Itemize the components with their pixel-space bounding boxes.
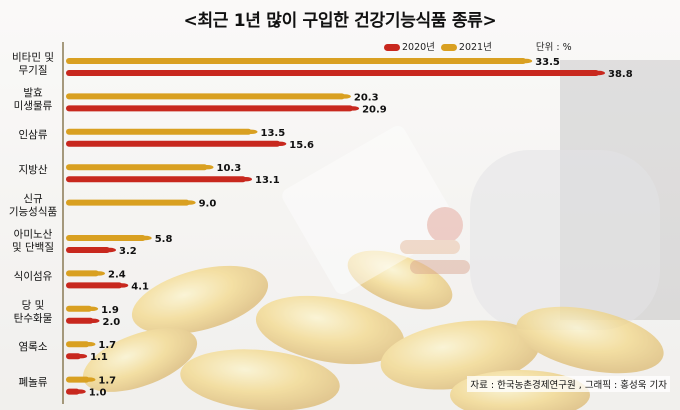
bar-2021 — [66, 376, 90, 383]
value-label-2020: 20.9 — [362, 104, 387, 115]
bar-tip-2020 — [593, 70, 605, 76]
bar-tip-2021 — [139, 235, 152, 241]
bar-tip-2020 — [73, 389, 86, 394]
bar-2021 — [66, 93, 345, 100]
bar-tip-2020 — [104, 247, 116, 253]
bar-tip-2020 — [116, 283, 129, 288]
bar-2020 — [66, 282, 123, 289]
category-label: 신규 기능성식품 — [9, 193, 58, 218]
category-label-line: 당 및 — [22, 299, 45, 311]
value-label-2020: 38.8 — [608, 69, 633, 80]
value-label-2021: 1.7 — [98, 376, 116, 387]
bar-tip-2020 — [240, 177, 252, 182]
value-label-2020: 1.0 — [89, 388, 107, 399]
legend-swatch-2021 — [440, 44, 457, 51]
value-label-2020: 15.6 — [289, 140, 314, 151]
category-label-line: 무기질 — [19, 65, 48, 77]
bar-2021 — [66, 128, 252, 135]
category-label-line: 폐놀류 — [19, 377, 48, 389]
value-label-2020: 1.1 — [90, 352, 108, 363]
category-label-line: 미생물류 — [14, 100, 53, 112]
value-label-2021: 1.9 — [101, 305, 119, 316]
bar-2021 — [66, 58, 527, 64]
bar-2021 — [66, 341, 90, 348]
category-label-line: 발효 — [23, 87, 43, 99]
source-credit: 자료 : 한국농촌경제연구원 , 그래픽 : 홍성욱 기자 — [467, 376, 670, 392]
bar-tip-2021 — [520, 58, 533, 64]
category-label-line: 아미노산 — [14, 229, 53, 241]
unit-label: 단위 : % — [535, 42, 572, 53]
bar-tip-2021 — [83, 342, 96, 347]
value-label-2020: 3.2 — [119, 246, 137, 257]
bar-tip-2020 — [347, 106, 360, 111]
category-label-line: 기능성식품 — [9, 206, 58, 218]
bar-2020 — [66, 317, 94, 324]
category-label: 폐놀류 — [19, 377, 48, 389]
bars — [66, 58, 605, 395]
bar-tip-2021 — [245, 129, 258, 134]
category-label: 식이섬유 — [14, 270, 53, 282]
bar-tip-2021 — [201, 165, 214, 170]
value-label-2021: 1.7 — [98, 340, 116, 351]
value-label-2021: 2.4 — [108, 269, 126, 280]
category-label-line: 비타민 및 — [12, 52, 54, 64]
bar-2020 — [66, 105, 354, 112]
legend-swatch-2020 — [384, 44, 400, 51]
category-label-line: 인삼류 — [19, 129, 48, 141]
bar-tip-2020 — [87, 318, 100, 323]
value-label-2020: 2.0 — [103, 317, 121, 328]
bar-2020 — [66, 140, 281, 147]
value-label-2020: 13.1 — [255, 175, 280, 186]
bar-2021 — [66, 305, 93, 312]
chart-title: <최근 1년 많이 구입한 건강기능식품 종류> — [183, 11, 497, 31]
bar-tip-2021 — [86, 306, 99, 311]
bar-2020 — [66, 70, 599, 76]
category-label: 비타민 및 무기질 — [12, 52, 54, 77]
legend-item-2021: 2021년 — [440, 39, 492, 53]
value-label-2021: 13.5 — [261, 128, 286, 139]
bar-2020 — [66, 176, 246, 183]
bar-2020 — [66, 247, 110, 253]
legend-label-2020: 2020년 — [402, 42, 435, 53]
bar-2021 — [66, 270, 99, 277]
category-label-line: 지방산 — [19, 164, 48, 176]
legend-label-2021: 2021년 — [458, 42, 492, 53]
category-label: 염록소 — [19, 341, 48, 353]
bar-tip-2021 — [93, 271, 105, 276]
bar-tip-2020 — [75, 354, 88, 359]
category-label: 지방산 — [19, 164, 48, 176]
category-label: 당 및 탄수화물 — [14, 299, 53, 324]
bar-tip-2021 — [83, 377, 96, 382]
value-labels: 33.5 38.8 20.320.9 13.515.6 10.3 13.1 9.0 5.8 3.… — [89, 57, 633, 399]
category-label: 아미노산 및 단백질 — [12, 229, 54, 254]
category-label-line: 및 단백질 — [12, 242, 54, 254]
category-label-line: 탄수화물 — [14, 312, 53, 324]
category-label: 발효 미생물류 — [14, 87, 53, 112]
value-label-2021: 9.0 — [199, 199, 217, 210]
bar-tip-2021 — [183, 200, 196, 205]
category-label-line: 신규 — [23, 193, 43, 205]
legend-item-2020: 2020년 — [384, 39, 435, 53]
value-label-2021: 10.3 — [217, 163, 242, 174]
category-label: 인삼류 — [19, 129, 48, 141]
legend: 2020년 2021년 단위 : % — [384, 39, 572, 53]
bar-2021 — [66, 164, 208, 171]
value-label-2020: 4.1 — [131, 281, 149, 292]
bar-tip-2020 — [274, 141, 287, 146]
value-label-2021: 5.8 — [155, 234, 173, 245]
bar-2021 — [66, 199, 190, 206]
bar-tip-2021 — [338, 94, 351, 99]
value-label-2021: 20.3 — [354, 92, 379, 103]
bar-2021 — [66, 235, 146, 241]
value-label-2021: 33.5 — [535, 57, 560, 68]
category-label-line: 식이섬유 — [14, 270, 53, 282]
category-label-line: 염록소 — [19, 341, 48, 353]
